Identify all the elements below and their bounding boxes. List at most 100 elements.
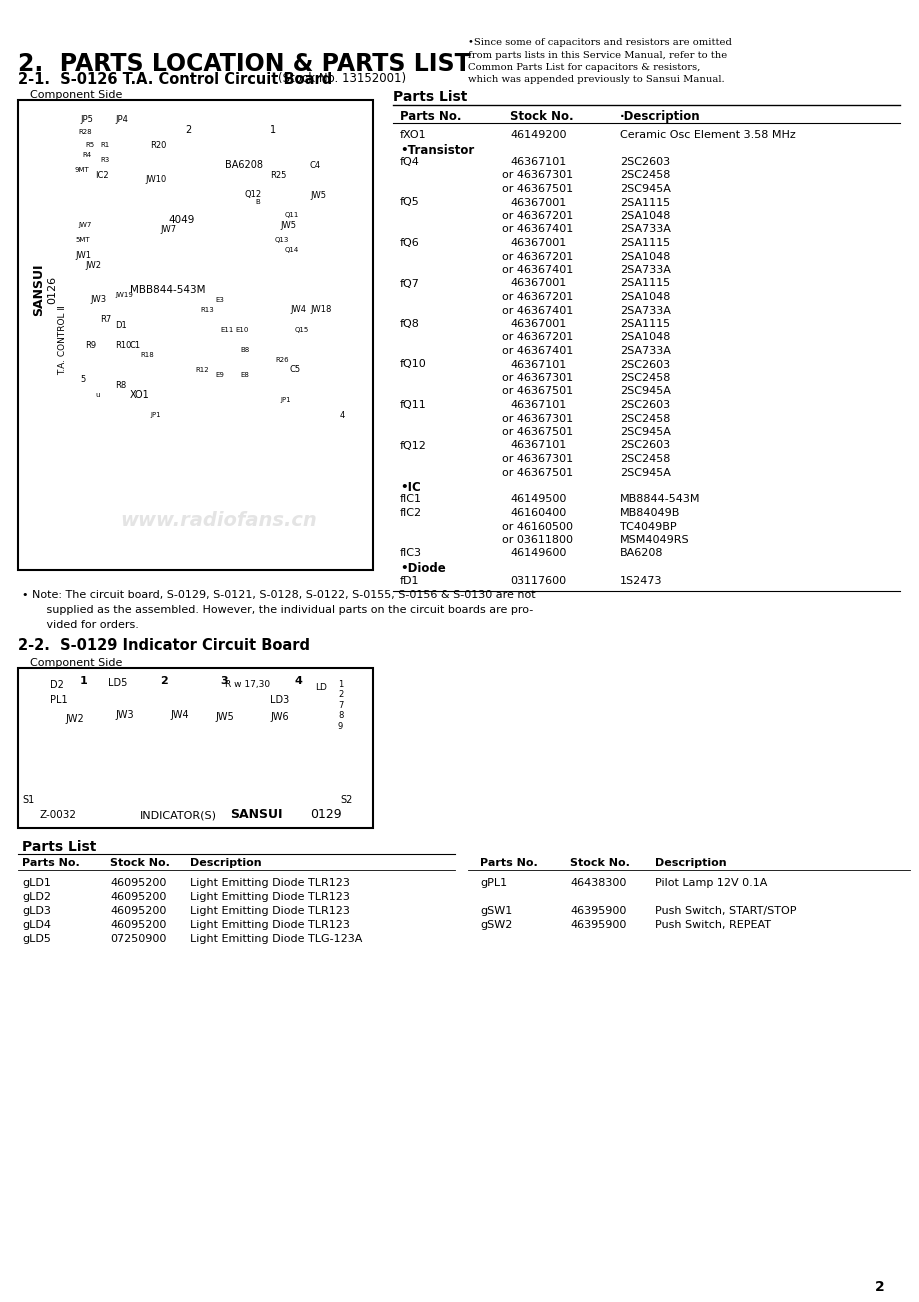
Text: 2SA1115: 2SA1115 xyxy=(619,198,669,207)
Text: Light Emitting Diode TLG-123A: Light Emitting Diode TLG-123A xyxy=(190,934,362,944)
Text: 46149500: 46149500 xyxy=(509,495,566,504)
Text: JW19: JW19 xyxy=(115,292,132,298)
Text: JW18: JW18 xyxy=(310,306,331,315)
Text: Stock No.: Stock No. xyxy=(509,109,573,122)
Text: LD5: LD5 xyxy=(108,678,127,687)
Text: 46367101: 46367101 xyxy=(509,359,565,370)
Text: LD3: LD3 xyxy=(269,695,289,704)
Text: gLD4: gLD4 xyxy=(22,921,51,930)
Text: R1: R1 xyxy=(100,142,109,148)
Text: fQ11: fQ11 xyxy=(400,400,426,410)
Text: R26: R26 xyxy=(275,357,289,363)
Text: 2: 2 xyxy=(874,1280,884,1294)
Text: 46095200: 46095200 xyxy=(110,906,166,917)
Text: Component Side: Component Side xyxy=(30,90,122,100)
Text: or 46367401: or 46367401 xyxy=(502,266,573,275)
Text: Ceramic Osc Element 3.58 MHz: Ceramic Osc Element 3.58 MHz xyxy=(619,130,795,141)
Text: or 46367201: or 46367201 xyxy=(502,332,573,342)
Text: Parts No.: Parts No. xyxy=(22,858,80,868)
Text: MB8844-543M: MB8844-543M xyxy=(619,495,699,504)
Text: 2SC945A: 2SC945A xyxy=(619,387,670,397)
Text: JW3: JW3 xyxy=(90,296,106,305)
Text: 46367101: 46367101 xyxy=(509,440,565,450)
Text: fQ10: fQ10 xyxy=(400,359,426,370)
Text: JW5: JW5 xyxy=(279,220,296,229)
Text: fD1: fD1 xyxy=(400,575,419,586)
Text: Light Emitting Diode TLR123: Light Emitting Diode TLR123 xyxy=(190,906,349,917)
Text: E10: E10 xyxy=(234,327,248,333)
Text: •Transistor: •Transistor xyxy=(400,143,473,156)
Text: 07250900: 07250900 xyxy=(110,934,166,944)
Text: •Diode: •Diode xyxy=(400,562,446,575)
Text: or 46367201: or 46367201 xyxy=(502,251,573,262)
Text: 5: 5 xyxy=(80,375,85,384)
Text: JW3: JW3 xyxy=(115,710,133,720)
Text: R8: R8 xyxy=(115,380,126,389)
Text: gPL1: gPL1 xyxy=(480,878,506,888)
Text: R7: R7 xyxy=(100,315,111,324)
Text: Q11: Q11 xyxy=(285,212,299,217)
Text: XO1: XO1 xyxy=(130,391,150,400)
Text: or 46160500: or 46160500 xyxy=(502,522,573,531)
Text: www.radiofans.cn: www.radiofans.cn xyxy=(119,510,316,530)
Text: Light Emitting Diode TLR123: Light Emitting Diode TLR123 xyxy=(190,892,349,902)
Text: JP1: JP1 xyxy=(150,411,161,418)
Text: fQ5: fQ5 xyxy=(400,198,419,207)
Text: 2SA733A: 2SA733A xyxy=(619,224,670,234)
Text: Q15: Q15 xyxy=(295,327,309,333)
Text: gLD2: gLD2 xyxy=(22,892,51,902)
Text: 46149600: 46149600 xyxy=(509,548,566,559)
Text: 2: 2 xyxy=(160,676,167,686)
Text: JW4: JW4 xyxy=(289,306,306,315)
Text: 3: 3 xyxy=(220,676,227,686)
Text: gLD3: gLD3 xyxy=(22,906,51,917)
Text: Light Emitting Diode TLR123: Light Emitting Diode TLR123 xyxy=(190,921,349,930)
Text: R4: R4 xyxy=(82,152,91,158)
Text: PL1: PL1 xyxy=(50,695,68,704)
Text: Push Switch, REPEAT: Push Switch, REPEAT xyxy=(654,921,770,930)
Text: 2SC2458: 2SC2458 xyxy=(619,414,670,423)
Text: 2SC945A: 2SC945A xyxy=(619,467,670,478)
Text: 2-2.  S-0129 Indicator Circuit Board: 2-2. S-0129 Indicator Circuit Board xyxy=(18,638,310,654)
Text: fQ7: fQ7 xyxy=(400,279,419,289)
Text: MB84049B: MB84049B xyxy=(619,508,680,518)
Text: Z-0032: Z-0032 xyxy=(40,810,77,820)
Text: 9MT: 9MT xyxy=(75,167,90,173)
Text: 46367101: 46367101 xyxy=(509,158,565,167)
Text: TC4049BP: TC4049BP xyxy=(619,522,675,531)
Text: R10: R10 xyxy=(115,341,131,349)
Text: fXO1: fXO1 xyxy=(400,130,426,141)
Text: JP1: JP1 xyxy=(279,397,290,404)
Text: gLD1: gLD1 xyxy=(22,878,51,888)
Text: 5MT: 5MT xyxy=(75,237,89,243)
Text: gSW1: gSW1 xyxy=(480,906,512,917)
Text: R12: R12 xyxy=(195,367,209,372)
Text: 2SA733A: 2SA733A xyxy=(619,306,670,315)
Text: 4: 4 xyxy=(295,676,302,686)
Text: Stock No.: Stock No. xyxy=(570,858,630,868)
Text: JW4: JW4 xyxy=(170,710,188,720)
Text: fQ4: fQ4 xyxy=(400,158,419,167)
Text: 1: 1 xyxy=(269,125,276,135)
Text: gSW2: gSW2 xyxy=(480,921,512,930)
Text: JW7: JW7 xyxy=(78,223,91,228)
Text: •Since some of capacitors and resistors are omitted
from parts lists in this Ser: •Since some of capacitors and resistors … xyxy=(468,38,732,85)
Text: E3: E3 xyxy=(215,297,223,303)
Text: or 46367201: or 46367201 xyxy=(502,292,573,302)
Text: 1: 1 xyxy=(80,676,87,686)
Text: B: B xyxy=(255,199,259,204)
Text: Parts No.: Parts No. xyxy=(400,109,461,122)
Text: E11: E11 xyxy=(220,327,233,333)
Text: R28: R28 xyxy=(78,129,92,135)
Text: 2SC2458: 2SC2458 xyxy=(619,171,670,181)
Text: BA6208: BA6208 xyxy=(619,548,663,559)
Text: Component Side: Component Side xyxy=(30,658,122,668)
Text: fIC2: fIC2 xyxy=(400,508,422,518)
Text: 46149200: 46149200 xyxy=(509,130,566,141)
Text: D1: D1 xyxy=(115,320,127,329)
Text: 2SA1115: 2SA1115 xyxy=(619,319,669,329)
Text: 2: 2 xyxy=(185,125,191,135)
Text: MSM4049RS: MSM4049RS xyxy=(619,535,689,546)
Text: Description: Description xyxy=(654,858,726,868)
Text: 2SA1115: 2SA1115 xyxy=(619,238,669,247)
